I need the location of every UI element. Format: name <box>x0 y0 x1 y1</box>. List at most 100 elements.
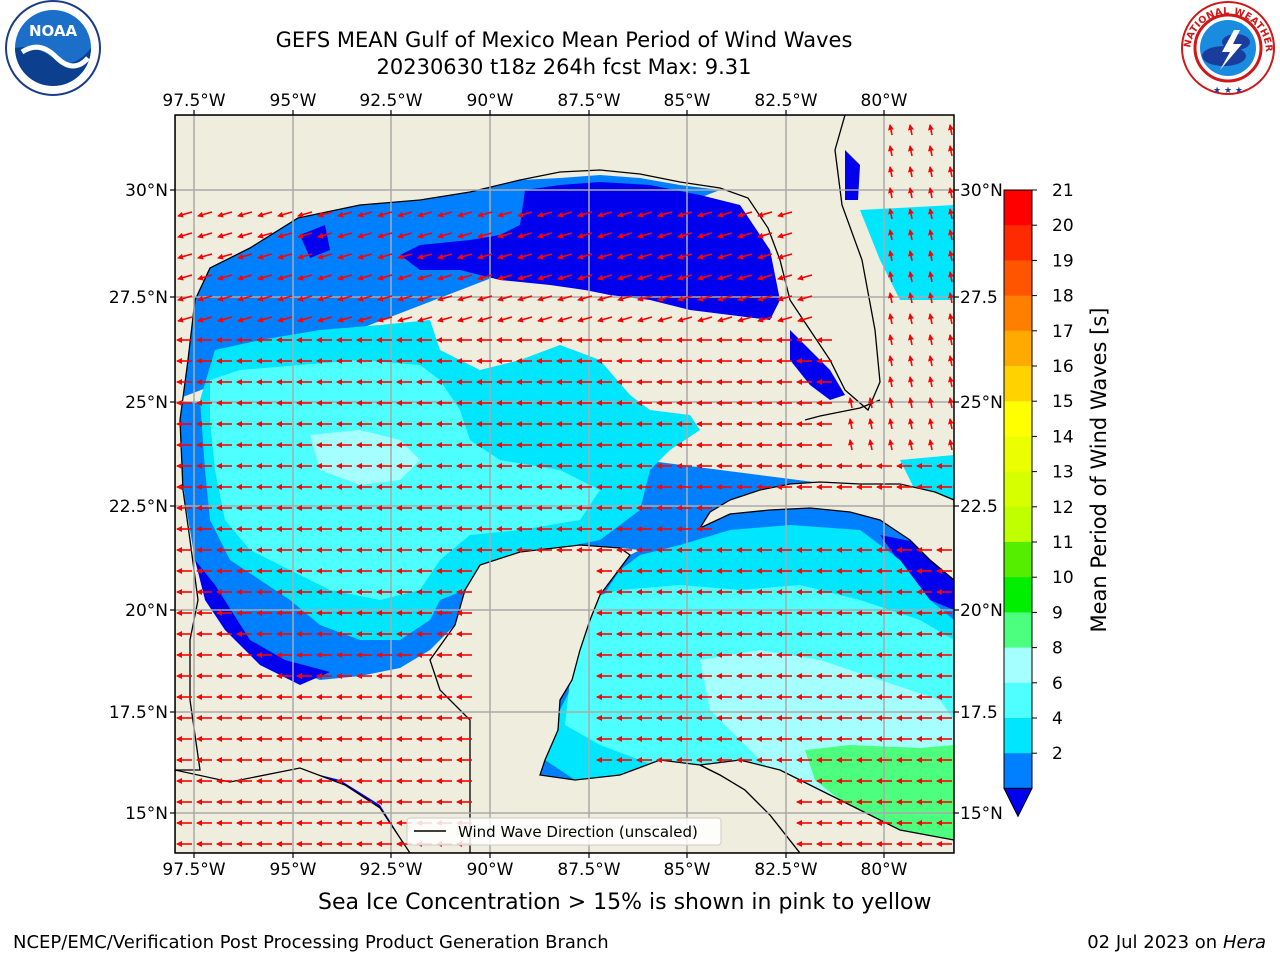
wave-direction-arrow <box>757 295 773 302</box>
wave-direction-arrow <box>657 211 673 218</box>
lon-label-top: 87.5°W <box>557 91 620 111</box>
wave-direction-arrow <box>457 274 473 281</box>
wave-direction-arrow <box>457 211 473 218</box>
colorbar-tick-label: 17 <box>1052 322 1074 342</box>
colorbar-tick-label: 14 <box>1052 427 1074 447</box>
wave-direction-arrow <box>717 253 733 260</box>
plot-title-line2: 20230630 t18z 264h fcst Max: 9.31 <box>376 55 752 79</box>
wave-direction-arrow <box>257 232 273 239</box>
lon-label-top: 80°W <box>861 91 908 111</box>
wave-direction-arrow <box>477 316 493 323</box>
wave-direction-arrow <box>868 418 874 430</box>
wave-direction-arrow <box>217 274 233 281</box>
plot-title-line1: GEFS MEAN Gulf of Mexico Mean Period of … <box>275 28 853 52</box>
wave-direction-arrow <box>948 187 954 199</box>
wave-direction-arrow <box>377 232 393 239</box>
wave-direction-arrow <box>517 253 533 260</box>
wave-direction-arrow <box>417 253 433 260</box>
wave-direction-arrow <box>277 232 293 239</box>
wave-direction-arrow <box>357 253 373 260</box>
lat-label-right: 22.5 <box>960 497 998 517</box>
wave-direction-arrow <box>848 418 854 430</box>
wave-direction-arrow <box>337 211 353 218</box>
wave-direction-arrow <box>237 274 253 281</box>
colorbar-extend-arrow <box>1003 787 1033 818</box>
wave-direction-arrow <box>948 397 954 409</box>
lon-label-bottom: 87.5°W <box>557 860 620 880</box>
lat-label-left: 25°N <box>125 393 168 413</box>
wave-direction-arrow <box>757 211 773 218</box>
wave-direction-arrow <box>357 274 373 281</box>
wave-direction-arrow <box>537 316 553 323</box>
lat-label-right: 20°N <box>960 601 1003 621</box>
lon-label-bottom: 90°W <box>467 860 514 880</box>
wave-direction-arrow <box>617 274 633 281</box>
colorbar-segment <box>1004 330 1032 367</box>
colorbar-segment <box>1004 260 1032 297</box>
wave-direction-arrow <box>417 232 433 239</box>
map-legend: Wind Wave Direction (unscaled) <box>406 817 722 846</box>
wave-direction-arrow <box>948 208 954 220</box>
wave-direction-arrow <box>888 397 894 409</box>
colorbar-segment <box>1004 577 1032 613</box>
wave-direction-arrow <box>457 316 473 323</box>
colorbar-tick-label: 18 <box>1052 287 1074 307</box>
wave-direction-arrow <box>497 211 513 218</box>
wave-direction-arrow <box>677 253 693 260</box>
lat-label-left: 30°N <box>125 181 168 201</box>
wave-direction-arrow <box>377 253 393 260</box>
lat-label-left: 27.5°N <box>109 288 168 308</box>
wave-direction-arrow <box>737 316 753 323</box>
wave-direction-arrow <box>277 211 293 218</box>
wave-direction-arrow <box>457 232 473 239</box>
wave-direction-arrow <box>497 316 513 323</box>
colorbar-tick-label: 13 <box>1052 463 1074 483</box>
wave-direction-arrow <box>597 211 613 218</box>
wave-direction-arrow <box>437 232 453 239</box>
colorbar-frame <box>1003 189 1033 789</box>
wave-direction-arrow <box>517 274 533 281</box>
wave-direction-arrow <box>888 271 894 283</box>
wave-direction-arrow <box>908 292 914 304</box>
wave-direction-arrow <box>908 250 914 262</box>
wave-direction-arrow <box>657 274 673 281</box>
sea-ice-note: Sea Ice Concentration > 15% is shown in … <box>318 890 932 915</box>
zone-lt2-atl <box>845 150 860 200</box>
wave-direction-arrow <box>757 274 773 281</box>
wave-direction-arrow <box>177 211 193 218</box>
wave-direction-arrow <box>417 316 433 323</box>
footer-machine: Hera <box>1222 932 1266 953</box>
wave-direction-arrow <box>928 397 934 409</box>
wave-direction-arrow <box>597 316 613 323</box>
wave-direction-arrow <box>337 232 353 239</box>
wave-direction-arrow <box>197 232 213 239</box>
lon-label-bottom: 92.5°W <box>359 860 422 880</box>
wave-direction-arrow <box>577 232 593 239</box>
wave-direction-arrow <box>557 316 573 323</box>
wave-direction-arrow <box>197 253 213 260</box>
wave-direction-arrow <box>928 229 934 241</box>
lon-label-top: 85°W <box>664 91 711 111</box>
lat-label-left: 15°N <box>125 804 168 824</box>
wave-direction-arrow <box>437 274 453 281</box>
wave-direction-arrow <box>948 355 954 367</box>
wave-direction-arrow <box>928 313 934 325</box>
zone-lt2-sw <box>195 560 330 685</box>
wave-direction-arrow <box>557 295 573 302</box>
wave-direction-arrow <box>597 274 613 281</box>
wave-direction-arrow <box>497 274 513 281</box>
wave-direction-arrow <box>477 274 493 281</box>
colorbar-segment <box>1004 471 1032 508</box>
wave-direction-arrow <box>908 187 914 199</box>
wave-direction-arrow <box>577 295 593 302</box>
wave-direction-arrow <box>948 229 954 241</box>
wave-direction-arrow <box>257 274 273 281</box>
wave-direction-arrow <box>337 295 353 302</box>
wave-direction-arrow <box>297 274 313 281</box>
wave-direction-arrow <box>868 439 874 451</box>
colorbar-segment <box>1004 612 1032 649</box>
wave-direction-arrow <box>597 253 613 260</box>
wave-direction-arrow <box>537 274 553 281</box>
wave-direction-arrow <box>357 211 373 218</box>
wave-direction-arrow <box>297 295 313 302</box>
